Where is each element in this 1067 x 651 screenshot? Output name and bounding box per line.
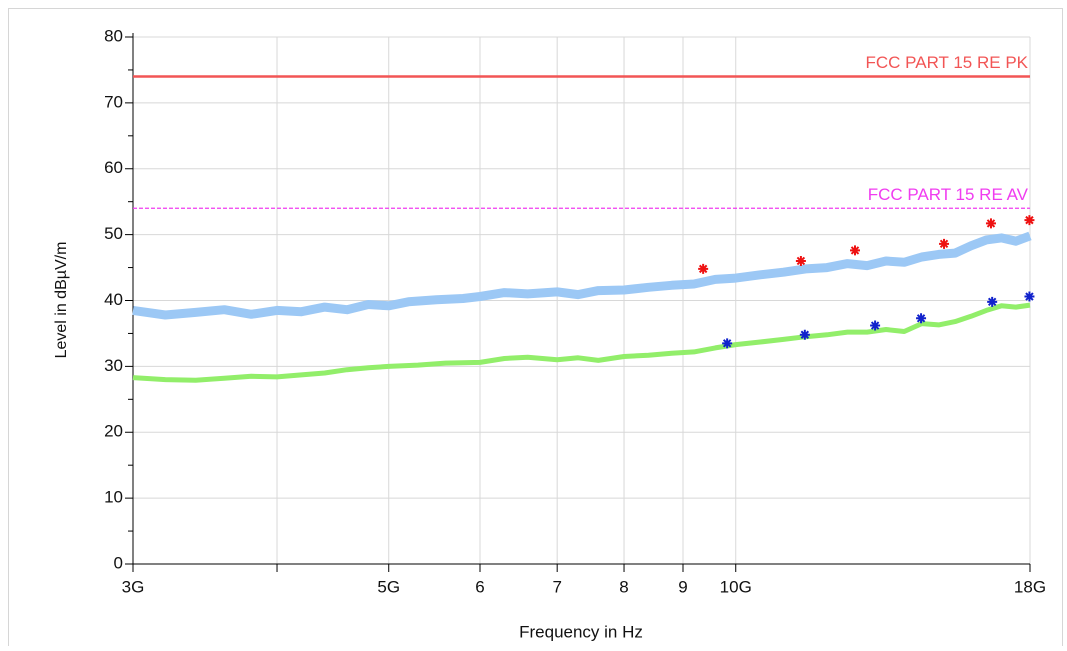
y-tick-label: 50	[104, 224, 123, 243]
marker	[698, 263, 709, 274]
frame	[8, 8, 1063, 649]
marker	[939, 238, 950, 249]
x-tick-label: 7	[552, 577, 561, 596]
marker	[722, 338, 733, 349]
marker	[870, 320, 881, 331]
y-tick-label: 70	[104, 92, 123, 111]
y-tick-label: 30	[104, 356, 123, 375]
x-tick-label: 6	[475, 577, 484, 596]
y-tick-label: 0	[114, 553, 123, 572]
y-tick-label: 10	[104, 488, 123, 507]
marker	[916, 313, 927, 324]
limit-label: FCC PART 15 RE AV	[868, 185, 1029, 204]
x-tick-label: 8	[619, 577, 628, 596]
marker	[985, 218, 996, 229]
y-tick-label: 80	[104, 26, 123, 45]
y-tick-label: 20	[104, 422, 123, 441]
trace	[132, 302, 1031, 383]
marker	[795, 255, 806, 266]
marker	[1024, 215, 1035, 226]
marker	[850, 245, 861, 256]
y-tick-label: 60	[104, 158, 123, 177]
x-axis-title: Frequency in Hz	[519, 622, 643, 641]
x-tick-label: 9	[678, 577, 687, 596]
y-tick-label: 40	[104, 290, 123, 309]
y-axis-title: Level in dBµV/m	[53, 242, 70, 359]
x-tick-label: 18G	[1014, 577, 1046, 596]
marker	[799, 329, 810, 340]
limit-label: FCC PART 15 RE PK	[866, 53, 1029, 72]
x-tick-label: 5G	[377, 577, 400, 596]
x-tick-label: 3G	[122, 577, 145, 596]
x-tick-label: 10G	[720, 577, 752, 596]
marker	[1024, 291, 1035, 302]
trace	[132, 231, 1032, 320]
marker	[987, 296, 998, 307]
